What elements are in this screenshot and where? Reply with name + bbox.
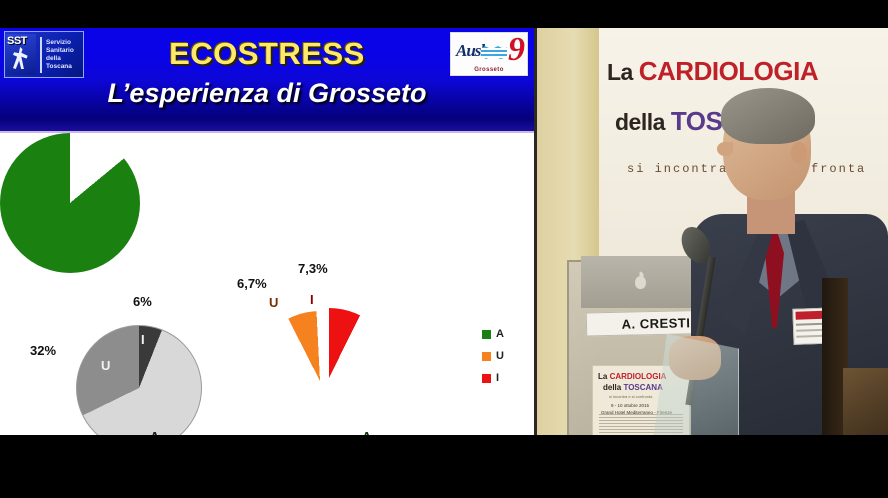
legend-swatch-a xyxy=(482,329,491,339)
letterbox-top xyxy=(0,0,888,28)
presentation-slide: SST Servizio Sanitario della Toscana ECO… xyxy=(0,28,537,435)
banner-line-1: La CARDIOLOGIA xyxy=(607,56,819,87)
sst-line-3: della xyxy=(46,54,61,62)
poster-line-2-accent: TOSCANA xyxy=(623,383,663,392)
legend-label-a: A xyxy=(496,328,504,340)
legend-swatch-i xyxy=(482,373,491,383)
poster-line-3: si incontra e si confronta xyxy=(609,394,653,399)
pie-right-slice-i-wedge xyxy=(259,308,399,435)
pie-right-slice-a-wedge xyxy=(0,133,140,273)
logo-divider xyxy=(40,36,42,73)
sst-line-2: Sanitario xyxy=(46,46,74,54)
banner-line-1-prefix: La xyxy=(607,59,639,85)
sst-acronym: SST xyxy=(7,35,27,47)
pie-right-label-i: 7,3% xyxy=(298,261,328,276)
pie-left-slice-a: A xyxy=(150,429,159,435)
slide-title: ECOSTRESS xyxy=(169,36,365,71)
speaker-nose xyxy=(717,142,733,156)
chart-legend: A U I xyxy=(482,323,504,389)
poster-line-2: della TOSCANA xyxy=(603,383,663,392)
pie-left-label-i: 6% xyxy=(133,294,152,309)
banner-line-1-accent: CARDIOLOGIA xyxy=(638,56,819,86)
sst-emblem-icon: SST xyxy=(6,34,36,75)
pie-left-slice-i: I xyxy=(141,332,145,347)
pie-right-label-u: 6,7% xyxy=(237,276,267,291)
asl-city: Grosseto xyxy=(474,67,504,73)
slide-body: 6% 32% 62% I U A 6,7% 7,3% 86% U I xyxy=(0,133,534,435)
poster-line-1: La CARDIOLOGIA xyxy=(598,372,666,381)
badge-header-bar xyxy=(795,310,824,320)
sst-logo: SST Servizio Sanitario della Toscana xyxy=(4,31,84,78)
pie-right-slice-u-label: U xyxy=(269,295,279,310)
speaker-camera-view: La CARDIOLOGIA della TOSCANA si incontra… xyxy=(537,28,888,435)
banner-line-2-prefix: della xyxy=(615,109,671,135)
sst-wordmark: Servizio Sanitario della Toscana xyxy=(46,39,74,71)
speaker-nameplate-text: A. CRESTI xyxy=(621,314,691,332)
wave-icon xyxy=(481,46,507,59)
video-frame: SST Servizio Sanitario della Toscana ECO… xyxy=(0,28,888,435)
pie-left-disc xyxy=(76,325,202,435)
asl-wordmark: Ausl xyxy=(456,41,485,60)
pie-chart-right: 6,7% 7,3% 86% U I A xyxy=(0,133,399,435)
poster-line-1-accent: CARDIOLOGIA xyxy=(609,372,667,381)
poster-line-5: Grand Hotel Mediterraneo - Firenze xyxy=(601,410,673,415)
pie-left-slice-u: U xyxy=(101,358,111,373)
pie-right-slice-i-label: I xyxy=(310,292,314,307)
legend-item-u: U xyxy=(482,345,504,367)
glass-lectern-panel xyxy=(651,334,739,435)
pie-right-slice-a-label: A xyxy=(362,429,371,435)
poster-line-4: 9 - 10 ottobre 2015 xyxy=(611,403,650,408)
legend-item-a: A xyxy=(482,323,504,345)
wooden-furniture xyxy=(843,368,888,435)
pie-left-label-u: 32% xyxy=(30,343,57,358)
speaker-figure xyxy=(651,86,888,435)
legend-swatch-u xyxy=(482,351,491,361)
poster-line-2-prefix: della xyxy=(603,383,624,392)
legend-label-i: I xyxy=(496,372,500,384)
legend-label-u: U xyxy=(496,350,504,362)
slide-subtitle: L’esperienza di Grosseto xyxy=(107,78,427,108)
asl-number: 9 xyxy=(508,32,525,68)
poster-line-1-prefix: La xyxy=(598,372,610,381)
slide-header: SST Servizio Sanitario della Toscana ECO… xyxy=(0,28,534,133)
sst-line-4: Toscana xyxy=(46,62,72,70)
sst-line-1: Servizio xyxy=(46,38,71,46)
apple-logo-icon xyxy=(635,276,646,289)
letterbox-bottom xyxy=(0,435,888,498)
asl-grosseto-logo: Ausl 9 Grosseto xyxy=(450,32,528,76)
legend-item-i: I xyxy=(482,367,504,389)
speaker-hair xyxy=(721,88,815,144)
speaker-ear xyxy=(791,142,807,164)
